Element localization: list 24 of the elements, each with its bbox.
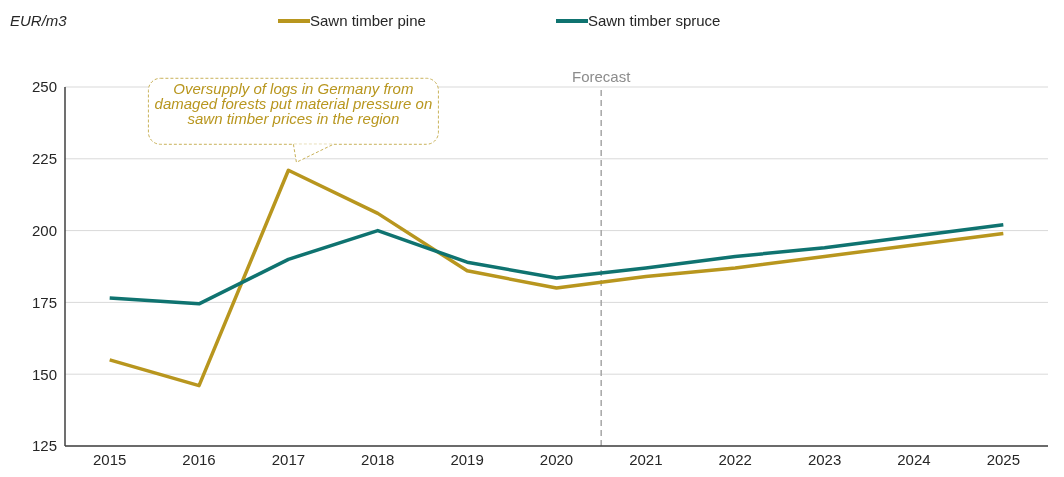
legend-label: Sawn timber spruce: [586, 12, 721, 29]
line-series: [107, 223, 1006, 306]
ref-line-label: Forecast: [572, 68, 632, 85]
x-tick-label: 2023: [807, 450, 842, 468]
x-tick-label: 2022: [718, 450, 752, 468]
x-tick-label: 2017: [271, 450, 306, 468]
x-tick-label: 2020: [539, 450, 574, 468]
x-tick-label: 2016: [182, 450, 216, 468]
x-tick-label: 2025: [986, 450, 1021, 468]
x-tick-label: 2024: [897, 450, 931, 468]
x-tick-label: 2019: [450, 450, 484, 468]
y-tick-label: 200: [31, 221, 57, 239]
x-tick-label: 2018: [361, 450, 395, 468]
x-tick-label: 2015: [92, 450, 127, 468]
y-tick-label: 175: [31, 293, 57, 311]
y-tick-label: 125: [31, 437, 57, 455]
y-tick-label: 150: [31, 365, 57, 383]
y-tick-label: 225: [31, 150, 57, 168]
line-series: [107, 168, 1006, 388]
y-tick-label: 250: [31, 78, 57, 96]
annotation: Oversupply of logs in Germany from damaged forests put material pressure on sawn timber prices in the region: [153, 80, 434, 128]
legend-label: Sawn timber pine: [309, 12, 426, 29]
y-axis-title: EUR/m3: [10, 12, 67, 29]
x-tick-label: 2021: [629, 450, 663, 468]
